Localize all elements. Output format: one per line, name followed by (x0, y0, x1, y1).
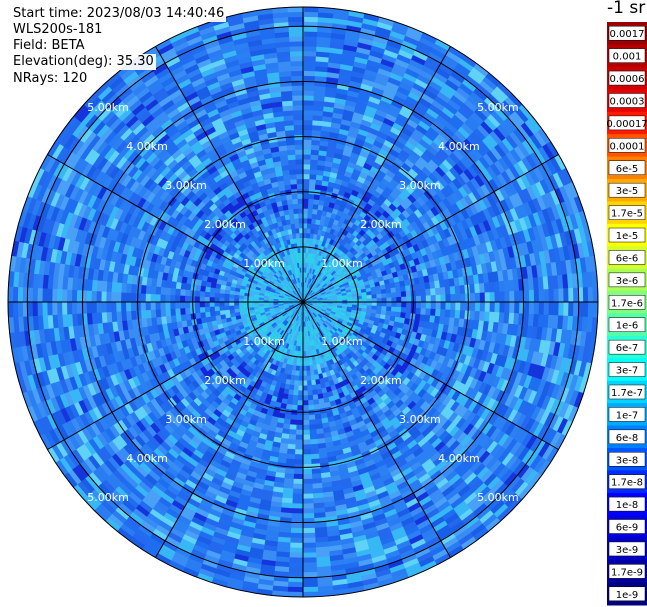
colorbar-label-22: 6e-9 (616, 523, 639, 534)
colorbar-label-1: 0.001 (613, 52, 642, 63)
colorbar-label-box-15 (608, 362, 646, 377)
colorbar-label-box-12 (608, 295, 646, 310)
colorbar-label-box-0 (608, 25, 646, 41)
range-label-5km-2: 5.00km (87, 491, 129, 504)
colorbar-label-box-22 (608, 519, 646, 534)
colorbar-label-box-23 (608, 541, 646, 557)
start-time-label: Start time: 2023/08/03 14:40:46 (11, 6, 227, 22)
colorbar-label-8: 1.7e-5 (611, 209, 643, 220)
range-label-2km-1: 2.00km (360, 218, 402, 231)
range-label-4km-3: 4.00km (438, 452, 480, 465)
colorbar-label-23: 3e-9 (616, 545, 639, 556)
beta-field (7, 6, 599, 598)
instrument-label: WLS200s-181 (11, 22, 105, 38)
colorbar-label-4: 0.00017 (606, 119, 647, 130)
nrays-label: NRays: 120 (11, 71, 90, 87)
colorbar-label-box-6 (608, 160, 646, 175)
colorbar-label-24: 1.7e-9 (611, 567, 643, 578)
colorbar-label-box-8 (608, 205, 646, 220)
colorbar-label-18: 6e-8 (616, 433, 639, 444)
colorbar-title: -1 sr (607, 0, 646, 18)
colorbar: 0.0017 0.001 0.0006 0.0003 0.00017 0.0001 6e-5… (606, 22, 647, 606)
colorbar-label-9: 1e-5 (616, 231, 639, 242)
range-labels: 1.00km 1.00km 1.00km 1.00km 2.00km 2.00km 2.00… (87, 101, 518, 504)
colorbar-label-11: 3e-6 (616, 276, 639, 287)
colorbar-label-box-13 (608, 317, 646, 332)
colorbar-label-12: 1.7e-6 (611, 298, 643, 309)
colorbar-label-box-17 (608, 407, 646, 422)
colorbar-label-box-10 (608, 250, 646, 265)
colorbar-label-box-21 (608, 496, 646, 512)
range-label-5km-0: 5.00km (87, 101, 129, 114)
colorbar-label-box-2 (608, 70, 646, 86)
field-label: Field: BETA (11, 38, 87, 54)
polar-grid (7, 6, 599, 598)
range-label-2km-3: 2.00km (360, 374, 402, 387)
colorbar-label-7: 3e-5 (616, 186, 639, 197)
colorbar-label-box-1 (608, 48, 646, 63)
range-label-4km-1: 4.00km (438, 140, 480, 153)
colorbar-label-21: 1e-8 (616, 500, 639, 511)
colorbar-label-20: 1.7e-8 (611, 478, 643, 489)
azimuth-spoke-300 (47, 154, 304, 303)
range-label-4km-0: 4.00km (126, 140, 168, 153)
colorbar-label-10: 6e-6 (616, 253, 639, 264)
colorbar-label-box-20 (608, 474, 646, 489)
azimuth-spoke-330 (155, 46, 304, 303)
colorbar-label-25: 1e-9 (616, 590, 639, 601)
colorbar-label-box-5 (608, 138, 646, 153)
range-label-2km-0: 2.00km (204, 218, 246, 231)
colorbar-label-5: 0.0001 (610, 141, 645, 152)
range-label-3km-0: 3.00km (165, 179, 207, 192)
azimuth-spoke-210 (155, 301, 304, 558)
range-label-1km-3: 1.00km (321, 335, 363, 348)
range-label-5km-3: 5.00km (477, 491, 519, 504)
range-label-5km-1: 5.00km (477, 101, 519, 114)
colorbar-label-box-3 (608, 93, 646, 108)
azimuth-spoke-60 (302, 154, 559, 303)
range-label-3km-3: 3.00km (399, 413, 441, 426)
colorbar-label-box-9 (608, 227, 646, 243)
range-label-1km-0: 1.00km (243, 257, 285, 270)
colorbar-label-box-14 (608, 339, 646, 355)
colorbar-label-15: 3e-7 (616, 366, 639, 377)
range-label-2km-2: 2.00km (204, 374, 246, 387)
colorbar-label-box-24 (608, 564, 646, 579)
range-label-4km-2: 4.00km (126, 452, 168, 465)
range-label-1km-2: 1.00km (243, 335, 285, 348)
colorbar-label-19: 3e-8 (616, 455, 639, 466)
elevation-label: Elevation(deg): 35.30 (11, 54, 156, 70)
azimuth-spoke-150 (302, 301, 451, 558)
colorbar-label-box-25 (608, 586, 646, 602)
colorbar-label-3: 0.0003 (610, 96, 645, 107)
colorbar-label-box-7 (608, 182, 646, 198)
colorbar-label-0: 0.0017 (610, 29, 645, 40)
colorbar-label-box-4 (608, 115, 646, 131)
range-label-3km-2: 3.00km (165, 413, 207, 426)
colorbar-label-6: 6e-5 (616, 164, 639, 175)
colorbar-label-13: 1e-6 (616, 321, 639, 332)
colorbar-label-2: 0.0006 (610, 74, 645, 85)
range-label-3km-1: 3.00km (399, 179, 441, 192)
colorbar-label-17: 1e-7 (616, 410, 639, 421)
colorbar-label-box-18 (608, 429, 646, 445)
azimuth-spoke-30 (302, 46, 451, 303)
colorbar-label-16: 1.7e-7 (611, 388, 643, 399)
azimuth-spoke-240 (47, 301, 304, 450)
colorbar-label-14: 6e-7 (616, 343, 639, 354)
colorbar-label-box-11 (608, 272, 646, 288)
colorbar-label-box-16 (608, 384, 646, 400)
azimuth-spoke-120 (302, 301, 559, 450)
colorbar-label-box-19 (608, 452, 646, 467)
range-label-1km-1: 1.00km (321, 257, 363, 270)
